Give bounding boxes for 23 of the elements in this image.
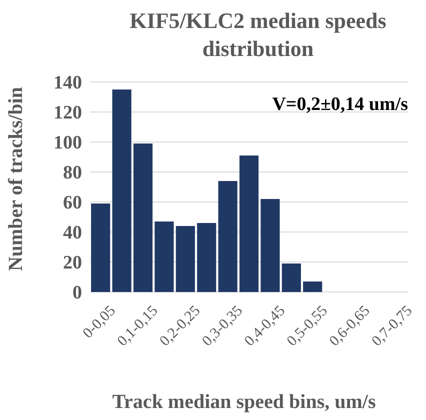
x-axis-title: Track median speed bins, um/s <box>112 391 376 413</box>
bar <box>282 264 301 292</box>
y-tick-label: 120 <box>54 102 82 124</box>
y-tick-label: 40 <box>63 222 82 244</box>
bar <box>239 156 259 292</box>
y-tick-label: 0 <box>72 282 82 304</box>
annotation: V=0,2±0,14 um/s <box>272 94 408 115</box>
bar <box>112 90 132 292</box>
bar <box>91 204 110 292</box>
y-axis-title: Number of tracks/bin <box>5 86 27 272</box>
bar <box>176 226 195 292</box>
bar <box>197 223 216 292</box>
bar <box>133 144 153 292</box>
y-tick-label: 140 <box>54 72 82 94</box>
bar <box>260 199 280 292</box>
bar <box>303 282 322 292</box>
y-tick-label: 100 <box>54 132 82 154</box>
bar <box>218 181 238 292</box>
y-tick-label: 60 <box>63 192 82 214</box>
y-tick-label: 80 <box>63 162 82 184</box>
bar <box>154 222 174 292</box>
chart-title: KIF5/KLC2 median speeds distribution <box>130 8 387 61</box>
y-tick-label: 20 <box>63 252 82 274</box>
